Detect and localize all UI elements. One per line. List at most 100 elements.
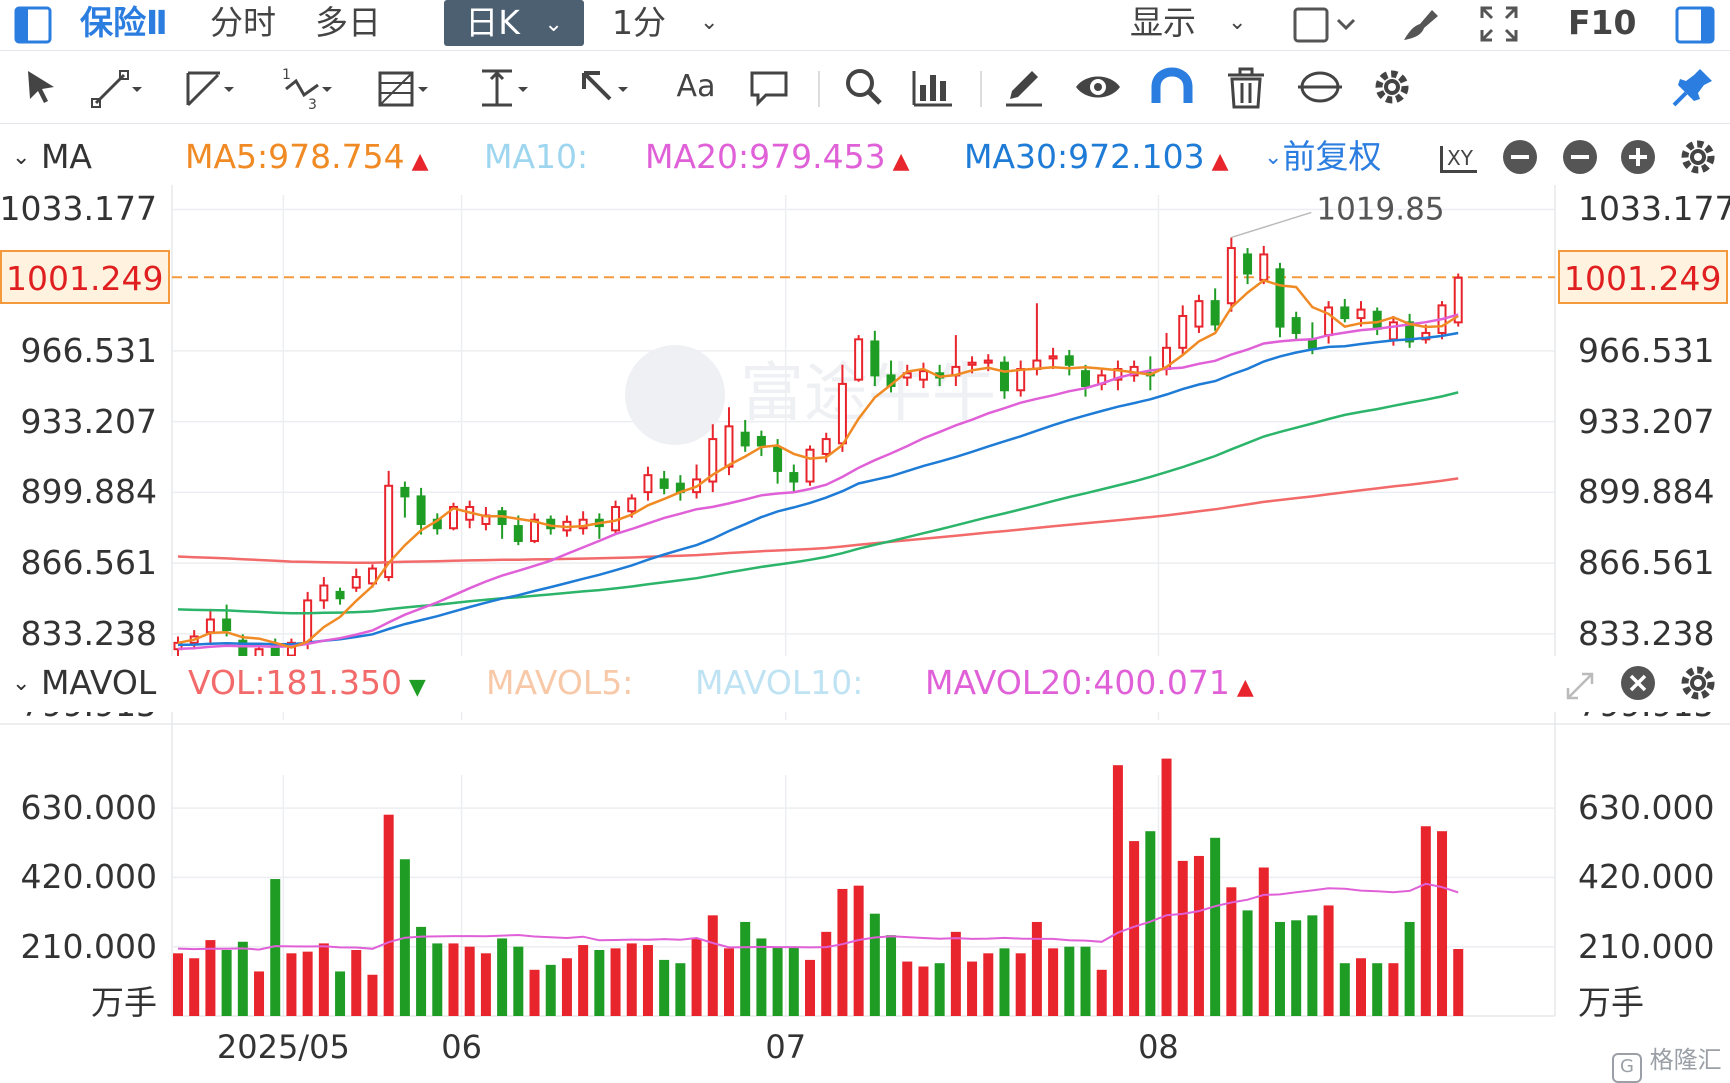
volume-bar [480, 953, 491, 1016]
horizontal-icon[interactable] [474, 61, 530, 113]
volume-bar [561, 958, 572, 1016]
f10-button[interactable]: F10 [1568, 3, 1637, 42]
price-tick-r: 833.238 [1578, 613, 1715, 653]
candle-body [1340, 306, 1350, 320]
chevron-down-icon: ⌄ [12, 671, 31, 696]
sync-icon[interactable] [1292, 61, 1348, 113]
toolbar-divider [818, 71, 820, 107]
current-price-badge-left: 1001.249 [0, 250, 170, 305]
logo: G 格隆汇 [1612, 1040, 1722, 1083]
price-tick-l: 933.207 [20, 401, 157, 441]
watermark: 富途牛牛 [625, 345, 996, 445]
eye-icon[interactable] [1070, 61, 1126, 113]
channel-icon[interactable] [180, 61, 236, 113]
ma5-text: MA5:978.754 [185, 137, 405, 176]
tab-multiday[interactable]: 多日 [315, 3, 381, 42]
line-icon[interactable] [88, 61, 144, 113]
ma20-value: MA20:979.453 ▲ [645, 132, 910, 187]
pencil-icon[interactable] [996, 61, 1052, 113]
mavol-title: MAVOL [40, 663, 157, 702]
display-menu[interactable]: 显示 [1130, 3, 1196, 42]
candle-body [627, 497, 637, 513]
volume-bar [270, 879, 281, 1016]
mavol20-value: MAVOL20:400.071 ▲ [925, 658, 1254, 713]
candle-body [205, 618, 215, 634]
volume-bar [464, 946, 475, 1016]
gear-icon[interactable] [1678, 132, 1718, 196]
volume-bar [1080, 946, 1091, 1016]
plus-circle-icon[interactable] [1620, 132, 1656, 196]
volume-bar [497, 938, 508, 1016]
stock-name[interactable]: 保险Ⅱ [80, 3, 168, 42]
volume-bar [999, 948, 1010, 1016]
fib-icon[interactable] [374, 61, 430, 113]
minus-circle-icon[interactable] [1502, 132, 1538, 196]
candle-body [1081, 370, 1091, 388]
candle-body [367, 567, 377, 585]
right-panel-toggle-icon[interactable] [1674, 6, 1718, 56]
minus-circle-icon[interactable] [1562, 132, 1598, 196]
candles [173, 237, 1463, 667]
volume-bar [1031, 921, 1042, 1016]
tab-1min[interactable]: 1分 [612, 3, 666, 42]
mavol-toggle[interactable]: ⌄ MAVOL [12, 658, 156, 709]
adjust-dropdown[interactable]: ⌄前复权 [1264, 132, 1381, 183]
gear-icon[interactable] [1364, 61, 1420, 113]
candle-body [1453, 276, 1463, 324]
tab-daily-k[interactable]: 日K ⌄ [444, 0, 584, 46]
chevron-down-icon[interactable]: ⌄ [1228, 10, 1247, 35]
chevron-down-icon: ⌄ [1264, 145, 1283, 170]
candle-body [983, 359, 993, 364]
candle-body [870, 340, 880, 377]
close-circle-icon[interactable] [1620, 658, 1656, 722]
volume-bar [1388, 963, 1399, 1016]
comment-icon[interactable] [742, 61, 798, 113]
draw-brush-icon[interactable] [1398, 4, 1442, 54]
cursor-icon[interactable] [14, 61, 70, 113]
chevron-down-icon[interactable]: ⌄ [700, 10, 719, 35]
text-icon[interactable]: Aa [676, 69, 716, 104]
pin-icon[interactable] [1666, 61, 1722, 113]
volume-bar [1339, 963, 1350, 1016]
volume-bar [1210, 837, 1221, 1016]
volume-bar [448, 943, 459, 1016]
volume-bar [1437, 831, 1448, 1016]
tab-intraday[interactable]: 分时 [210, 3, 276, 42]
up-triangle-icon: ▲ [404, 149, 429, 174]
candle-body [1145, 372, 1155, 377]
candle-body [1032, 359, 1042, 371]
arrow-icon[interactable] [574, 61, 630, 113]
candle-body [189, 635, 199, 644]
x-axis-label: 08 [1138, 1028, 1179, 1066]
ma-toggle[interactable]: ⌄ MA [12, 132, 92, 183]
fullscreen-icon[interactable] [1478, 4, 1520, 54]
trash-icon[interactable] [1218, 61, 1274, 113]
volume-bar [1307, 915, 1318, 1016]
layout-icon[interactable] [1292, 6, 1362, 56]
mavol20-line [177, 882, 1459, 951]
volume-unit-left: 万手 [91, 983, 157, 1022]
volume-bar [1420, 826, 1431, 1016]
magnifier-icon[interactable] [836, 61, 892, 113]
down-triangle-icon: ▼ [401, 675, 426, 700]
expand-icon[interactable] [1562, 658, 1598, 722]
volume-bar [189, 958, 200, 1016]
sidebar-toggle-icon[interactable] [14, 6, 54, 46]
candle-body [1243, 253, 1253, 275]
volume-bar [545, 964, 556, 1016]
gear-icon[interactable] [1678, 658, 1718, 722]
current-price-badge-right: 1001.249 [1558, 250, 1728, 305]
mavol5-value: MAVOL5: [486, 663, 634, 702]
candle-body [1405, 321, 1415, 343]
magnet-icon[interactable] [1144, 61, 1200, 113]
candle-body [692, 478, 702, 494]
volume-bar [837, 888, 848, 1016]
volume-bar [1177, 860, 1188, 1016]
chart-settings-icon[interactable] [906, 61, 962, 113]
candle-body [659, 478, 669, 489]
chevron-down-icon: ⌄ [544, 12, 563, 37]
ma60-line [177, 391, 1459, 615]
xy-scale-toggle[interactable]: XY [1440, 146, 1477, 173]
volume-bar [610, 948, 621, 1016]
